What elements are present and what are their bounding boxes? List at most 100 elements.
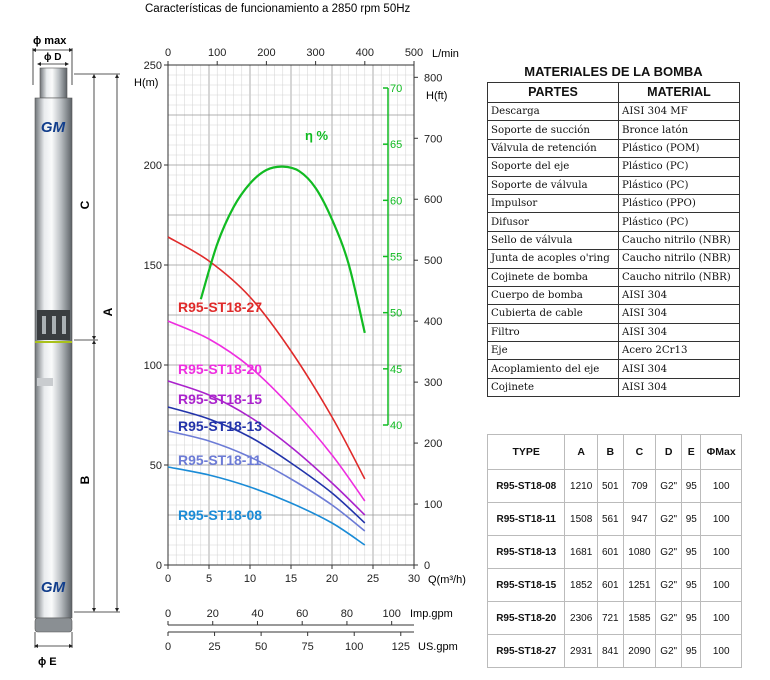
material-cell: Acero 2Cr13	[618, 341, 740, 361]
bottom-tick-label: 5	[206, 573, 212, 585]
dimension-cell: 2306	[564, 601, 598, 635]
top-tick-label: 400	[356, 47, 374, 59]
dim-c-label: C	[78, 200, 92, 209]
efficiency-curve-group	[199, 165, 366, 334]
material-cell: Plástico (PC)	[618, 157, 740, 177]
model-cell: R95-ST18-27	[486, 634, 566, 668]
pump-body	[34, 97, 73, 619]
materials-row: Cojinete de bomba Caucho nitrilo (NBR)	[487, 267, 740, 287]
dimension-cell: G2"	[655, 535, 683, 569]
materials-row: Soporte de válvula Plástico (PC)	[487, 175, 740, 195]
efficiency-tick-label: 65	[390, 139, 402, 151]
materials-title: MATERIALES DE LA BOMBA	[487, 60, 740, 83]
type-header-cell: B	[596, 434, 624, 470]
efficiency-label: η %	[305, 128, 329, 143]
part-cell: Soporte de succión	[487, 120, 619, 140]
curve-label: R95-ST18-20	[178, 361, 262, 377]
part-cell: Sello de válvula	[487, 230, 619, 251]
materials-row: Junta de acoples o'ring Caucho nitrilo (N…	[487, 249, 740, 269]
dimension-cell: 1852	[564, 568, 598, 602]
top-tick-label: 200	[257, 47, 275, 59]
left-tick-label: 250	[144, 60, 162, 72]
dimension-cell: 95	[681, 502, 702, 536]
part-cell: Soporte de válvula	[487, 175, 619, 195]
dimension-cell: 721	[596, 601, 624, 635]
bottom-tick-label: 30	[408, 573, 420, 585]
dimension-cell: 561	[596, 502, 624, 536]
materials-row: Descarga AISI 304 MF	[487, 101, 740, 122]
part-cell: Difusor	[487, 212, 619, 232]
efficiency-tick-label: 50	[390, 308, 402, 320]
curve-r95-st18-20	[167, 320, 366, 502]
top-axis-unit: L/min	[432, 48, 459, 60]
dim-a-label: A	[101, 307, 115, 316]
dimensions-table: TYPE A B C D E ΦMax R95-ST18-08 1210 501 709 G2" 95…	[486, 434, 742, 668]
dimension-cell: 100	[700, 634, 742, 668]
us-tick-label: 125	[392, 641, 410, 653]
us-tick-label: 50	[255, 641, 267, 653]
material-cell: AISI 304	[618, 322, 740, 343]
part-cell: Cojinete de bomba	[487, 267, 619, 287]
type-row: R95-ST18-13 1681 601 1080 G2" 95 100	[486, 535, 742, 569]
material-cell: Caucho nitrilo (NBR)	[618, 230, 740, 251]
part-cell: Cojinete	[487, 377, 619, 398]
materials-row: Difusor Plástico (PC)	[487, 212, 740, 232]
chart-curves	[167, 236, 366, 546]
material-cell: AISI 304	[618, 285, 740, 306]
curve-r95-st18-13	[167, 406, 366, 524]
materials-row: Cubierta de cable AISI 304	[487, 304, 740, 324]
material-cell: Plástico (POM)	[618, 138, 740, 159]
dimension-cell: 709	[622, 469, 657, 503]
part-cell: Junta de acoples o'ring	[487, 249, 619, 269]
dimension-cell: 601	[596, 535, 624, 569]
materials-row: Válvula de retención Plástico (POM)	[487, 138, 740, 159]
dimension-cell: 1681	[564, 535, 598, 569]
type-row: R95-ST18-15 1852 601 1251 G2" 95 100	[486, 568, 742, 602]
dimension-cell: G2"	[655, 469, 683, 503]
type-row: R95-ST18-08 1210 501 709 G2" 95 100	[486, 469, 742, 503]
right-tick-label: 400	[424, 316, 442, 328]
dimension-cell: 1080	[622, 535, 657, 569]
type-header-cell: C	[622, 434, 657, 470]
materials-row: Sello de válvula Caucho nitrilo (NBR)	[487, 230, 740, 251]
right-tick-label: 300	[424, 377, 442, 389]
left-axis-label: H(m)	[134, 77, 158, 89]
model-cell: R95-ST18-08	[486, 469, 566, 503]
materials-row: Filtro AISI 304	[487, 322, 740, 343]
type-row: R95-ST18-27 2931 841 2090 G2" 95 100	[486, 634, 742, 668]
material-cell: Caucho nitrilo (NBR)	[618, 249, 740, 269]
model-cell: R95-ST18-11	[486, 502, 566, 536]
materials-row: Eje Acero 2Cr13	[487, 341, 740, 361]
dimension-cell: 95	[681, 568, 702, 602]
dimension-cell: 601	[596, 568, 624, 602]
dimension-cell: 100	[700, 535, 742, 569]
material-cell: Plástico (PPO)	[618, 193, 740, 214]
model-cell: R95-ST18-13	[486, 535, 566, 569]
us-axis-label: US.gpm	[418, 641, 458, 653]
efficiency-tick-label: 60	[390, 195, 402, 207]
top-tick-label: 100	[208, 47, 226, 59]
dimension-cell: G2"	[655, 568, 683, 602]
bottom-tick-label: 10	[244, 573, 256, 585]
model-cell: R95-ST18-20	[486, 601, 566, 635]
right-tick-label: 500	[424, 255, 442, 267]
left-tick-label: 50	[150, 460, 162, 472]
dimension-cell: 1210	[564, 469, 598, 503]
efficiency-tick-label: 55	[390, 252, 402, 264]
dimension-cell: 1508	[564, 502, 598, 536]
dimension-cell: 1251	[622, 568, 657, 602]
right-tick-label: 200	[424, 438, 442, 450]
chart-title: Características de funcionamiento a 2850…	[145, 3, 411, 15]
right-tick-label: 0	[424, 560, 430, 572]
type-header-cell: TYPE	[486, 434, 566, 470]
part-cell: Descarga	[487, 101, 619, 122]
materials-row: Cuerpo de bomba AISI 304	[487, 285, 740, 306]
left-tick-label: 150	[144, 260, 162, 272]
curve-r95-st18-27	[167, 236, 366, 480]
us-tick-label: 75	[302, 641, 314, 653]
material-cell: Plástico (PC)	[618, 212, 740, 232]
model-cell: R95-ST18-15	[486, 568, 566, 602]
dimension-cell: 501	[596, 469, 624, 503]
chart-grid	[167, 64, 415, 566]
dimension-cell: 947	[622, 502, 657, 536]
